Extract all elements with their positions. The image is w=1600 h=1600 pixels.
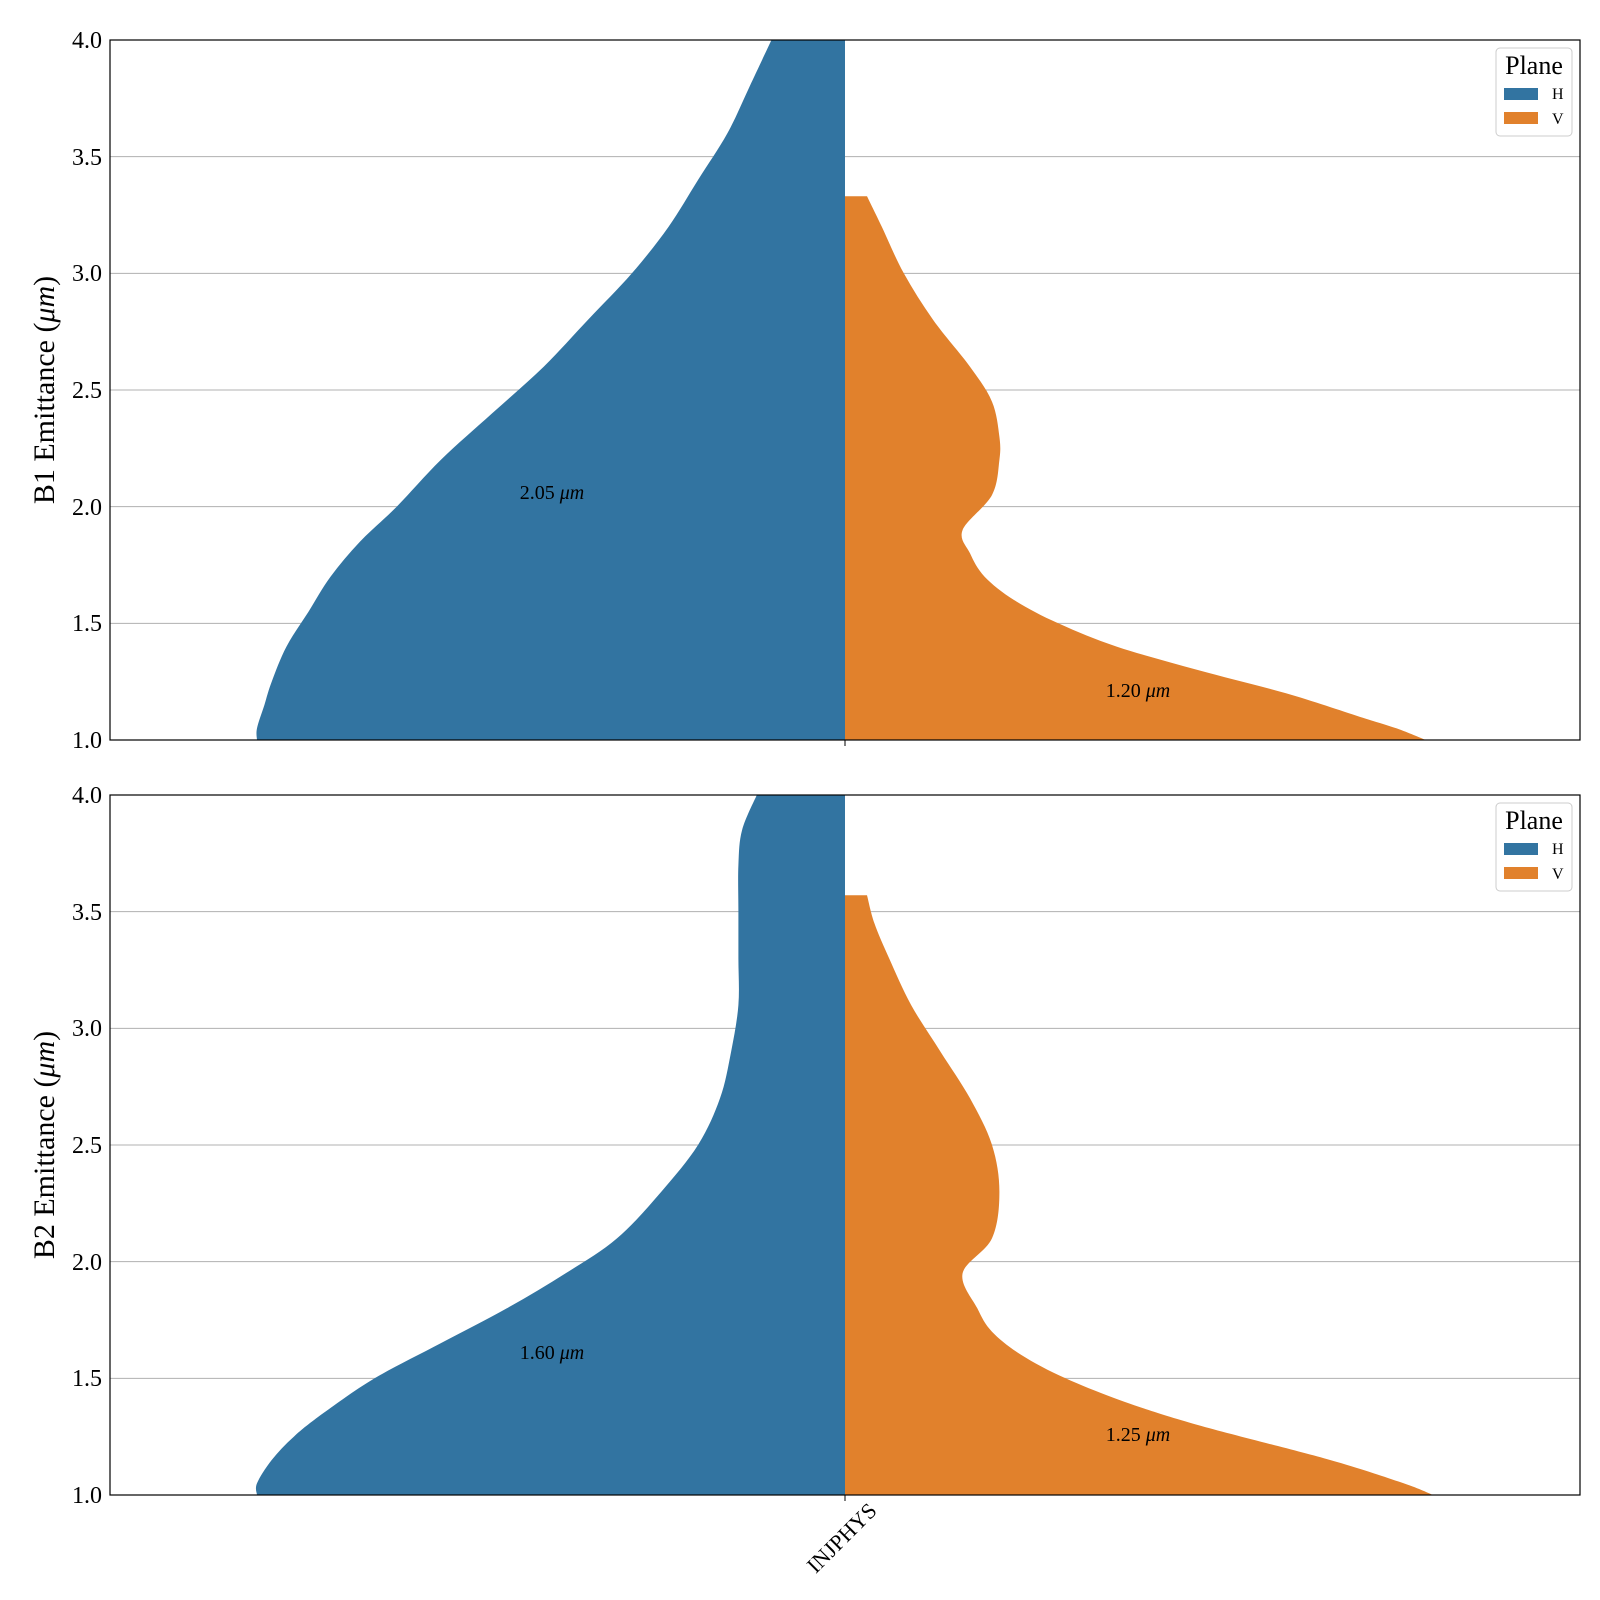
legend-title: Plane (1505, 51, 1563, 80)
violin-v (845, 895, 1433, 1495)
x-tick-label: INJPHYS (802, 1498, 882, 1578)
violin-h (255, 795, 845, 1495)
y-ticks: 1.0 1.5 2.0 2.5 3.0 3.5 4.0 (72, 783, 102, 1509)
legend-swatch-h (1504, 843, 1538, 855)
y-tick-label: 4.0 (72, 28, 102, 54)
legend-label-v: V (1552, 111, 1564, 128)
legend: Plane H V (1495, 47, 1573, 137)
legend-swatch-v (1504, 867, 1538, 879)
median-label-h: 2.05 μm (520, 482, 584, 504)
violin-v (845, 196, 1426, 741)
median-label-v: 1.25 μm (1106, 1424, 1170, 1446)
median-label-v: 1.20 μm (1106, 680, 1170, 702)
y-tick-label: 4.0 (72, 783, 102, 809)
legend-swatch-h (1504, 88, 1538, 100)
y-tick-label: 1.5 (72, 1366, 102, 1392)
y-tick-label: 2.0 (72, 1250, 102, 1276)
panel-b2: 1.0 1.5 2.0 2.5 3.0 3.5 4.0 B2 Emittance… (28, 783, 1581, 1578)
y-tick-label: 2.5 (72, 1133, 102, 1159)
legend-label-h: H (1552, 841, 1564, 858)
y-tick-label: 3.0 (72, 261, 102, 287)
y-tick-label: 3.5 (72, 145, 102, 171)
violin-h (256, 40, 845, 740)
legend: Plane H V (1495, 802, 1573, 892)
legend-label-v: V (1552, 866, 1564, 883)
legend-label-h: H (1552, 86, 1564, 103)
y-axis-label: B1 Emittance (μm) (28, 276, 61, 504)
y-ticks: 1.0 1.5 2.0 2.5 3.0 3.5 4.0 (72, 28, 102, 754)
legend-title: Plane (1505, 806, 1563, 835)
y-tick-label: 2.0 (72, 495, 102, 521)
y-tick-label: 3.0 (72, 1016, 102, 1042)
legend-swatch-v (1504, 112, 1538, 124)
y-axis-label: B2 Emittance (μm) (28, 1031, 61, 1259)
median-label-h: 1.60 μm (520, 1342, 584, 1364)
y-tick-label: 3.5 (72, 900, 102, 926)
y-tick-label: 1.0 (72, 1483, 102, 1509)
y-tick-label: 1.5 (72, 611, 102, 637)
y-tick-label: 2.5 (72, 378, 102, 404)
y-tick-label: 1.0 (72, 728, 102, 754)
violins (256, 40, 1426, 741)
panel-b1: 1.0 1.5 2.0 2.5 3.0 3.5 4.0 B1 Emittance… (28, 28, 1581, 754)
violins (255, 795, 1433, 1495)
